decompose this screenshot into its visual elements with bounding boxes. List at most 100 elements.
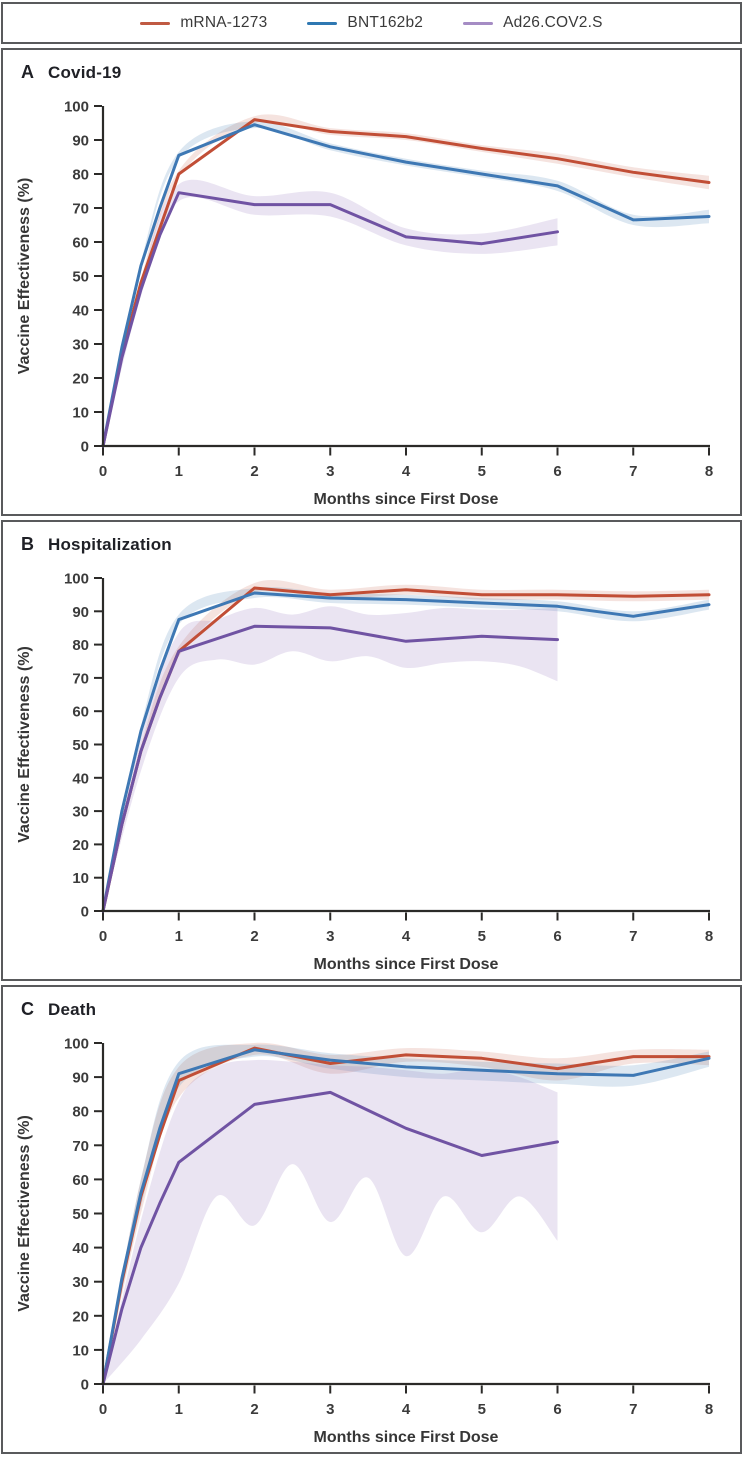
- y-tick-label: 20: [72, 837, 89, 854]
- x-axis-title: Months since First Dose: [314, 1429, 499, 1446]
- x-tick-label: 8: [705, 928, 713, 945]
- x-tick-label: 4: [402, 928, 411, 945]
- y-tick-label: 20: [72, 1308, 89, 1325]
- legend-label: mRNA-1273: [180, 14, 268, 31]
- line-mRNA-1273: [101, 118, 711, 448]
- y-tick-label: 20: [72, 371, 89, 388]
- band-Ad26.COV2.S: [103, 606, 558, 911]
- x-axis-title: Months since First Dose: [314, 956, 499, 973]
- x-axis-ticks: 0 1 2 3 4 5 6 7 8: [99, 912, 713, 945]
- y-tick-label: 0: [81, 439, 89, 456]
- y-axis-title: Vaccine Effectiveness (%): [16, 178, 33, 375]
- y-tick-label: 40: [72, 1240, 89, 1257]
- y-axis-ticks: 0 10 20 30 40 50 60 70 80 90 100: [64, 571, 102, 921]
- panel-letter: A: [21, 62, 34, 82]
- y-tick-label: 0: [81, 1377, 89, 1394]
- y-axis-title: Vaccine Effectiveness (%): [16, 646, 33, 843]
- axes: [101, 106, 710, 448]
- y-tick-label: 100: [64, 1036, 89, 1053]
- line-Ad26.COV2.S: [101, 191, 559, 448]
- x-tick-label: 8: [705, 1401, 713, 1418]
- x-tick-label: 1: [175, 928, 183, 945]
- y-tick-label: 60: [72, 1172, 89, 1189]
- legend-label: BNT162b2: [347, 14, 424, 31]
- panel-death: C Death 0 10 20 30 40 50 60 70 80 90 100 0 1 2 3 4 5 6 7 8 M…: [1, 985, 742, 1454]
- axes: [101, 578, 710, 913]
- panel-covid19: A Covid-19 0 10 20 30 40 50 60 70 80 90 100 0 1 2 3 4 5 6…: [1, 48, 742, 516]
- panel-name: Covid-19: [48, 63, 122, 82]
- y-axis-ticks: 0 10 20 30 40 50 60 70 80 90 100: [64, 1036, 102, 1394]
- y-tick-label: 100: [64, 99, 89, 116]
- x-tick-label: 8: [705, 463, 713, 480]
- y-tick-label: 50: [72, 1206, 89, 1223]
- line-Ad26.COV2.S: [101, 624, 559, 913]
- series-lines: [101, 1046, 711, 1386]
- band-Ad26.COV2.S: [103, 179, 558, 446]
- x-tick-label: 7: [629, 1401, 637, 1418]
- panel-title: A Covid-19: [3, 50, 740, 90]
- x-tick-label: 3: [326, 928, 334, 945]
- x-axis-title: Months since First Dose: [314, 491, 499, 508]
- y-tick-label: 40: [72, 770, 89, 787]
- x-tick-label: 6: [553, 463, 561, 480]
- y-tick-label: 80: [72, 637, 89, 654]
- x-tick-label: 5: [478, 1401, 486, 1418]
- line-Ad26.COV2.S: [101, 1090, 559, 1386]
- x-axis-ticks: 0 1 2 3 4 5 6 7 8: [99, 447, 713, 480]
- chart-death: 0 10 20 30 40 50 60 70 80 90 100 0 1 2 3 4 5 6 7 8 Months si…: [16, 1036, 713, 1447]
- x-tick-label: 5: [478, 928, 486, 945]
- y-tick-label: 70: [72, 1138, 89, 1155]
- panel-name: Hospitalization: [48, 535, 172, 554]
- x-tick-label: 0: [99, 463, 107, 480]
- panel-title: B Hospitalization: [3, 522, 740, 562]
- x-tick-label: 2: [250, 1401, 258, 1418]
- x-tick-label: 6: [553, 1401, 561, 1418]
- x-tick-label: 3: [326, 1401, 334, 1418]
- legend-item-bnt162b2: BNT162b2: [307, 14, 423, 32]
- y-tick-label: 100: [64, 571, 89, 588]
- y-axis-ticks: 0 10 20 30 40 50 60 70 80 90 100: [64, 99, 102, 456]
- y-tick-label: 10: [72, 870, 89, 887]
- x-tick-label: 4: [402, 1401, 411, 1418]
- y-tick-label: 70: [72, 670, 89, 687]
- x-axis-ticks: 0 1 2 3 4 5 6 7 8: [99, 1385, 713, 1418]
- x-tick-label: 2: [250, 463, 258, 480]
- y-tick-label: 10: [72, 405, 89, 422]
- y-tick-label: 90: [72, 604, 89, 621]
- panel-name: Death: [48, 1000, 97, 1019]
- line-BNT162b2: [101, 591, 711, 913]
- y-tick-label: 90: [72, 1070, 89, 1087]
- legend-swatch-mrna-1273: [140, 21, 171, 25]
- y-axis-title: Vaccine Effectiveness (%): [16, 1115, 33, 1312]
- legend-swatch-ad26: [463, 21, 494, 25]
- legend-label: Ad26.COV2.S: [503, 14, 603, 31]
- band-BNT162b2: [103, 587, 709, 911]
- x-tick-label: 0: [99, 928, 107, 945]
- x-tick-label: 0: [99, 1401, 107, 1418]
- y-tick-label: 80: [72, 167, 89, 184]
- confidence-bands: [103, 1042, 709, 1384]
- y-tick-label: 80: [72, 1104, 89, 1121]
- legend-swatch-bnt162b2: [307, 21, 338, 25]
- x-tick-label: 6: [553, 928, 561, 945]
- y-tick-label: 90: [72, 133, 89, 150]
- series-lines: [101, 586, 711, 913]
- y-tick-label: 30: [72, 337, 89, 354]
- panel-letter: C: [21, 999, 34, 1019]
- legend-item-mrna-1273: mRNA-1273: [140, 14, 267, 32]
- line-BNT162b2: [101, 1048, 711, 1386]
- axes: [101, 1043, 710, 1386]
- x-tick-label: 5: [478, 463, 486, 480]
- line-BNT162b2: [101, 123, 711, 448]
- legend-item-ad26: Ad26.COV2.S: [463, 14, 603, 32]
- panel-title: C Death: [3, 987, 740, 1027]
- x-tick-label: 2: [250, 928, 258, 945]
- x-tick-label: 7: [629, 928, 637, 945]
- x-tick-label: 1: [175, 463, 183, 480]
- y-tick-label: 50: [72, 737, 89, 754]
- y-tick-label: 40: [72, 303, 89, 320]
- y-tick-label: 50: [72, 269, 89, 286]
- panel-hospitalization: B Hospitalization 0 10 20 30 40 50 60 70 80 90 100…: [1, 520, 742, 981]
- y-tick-label: 0: [81, 904, 89, 921]
